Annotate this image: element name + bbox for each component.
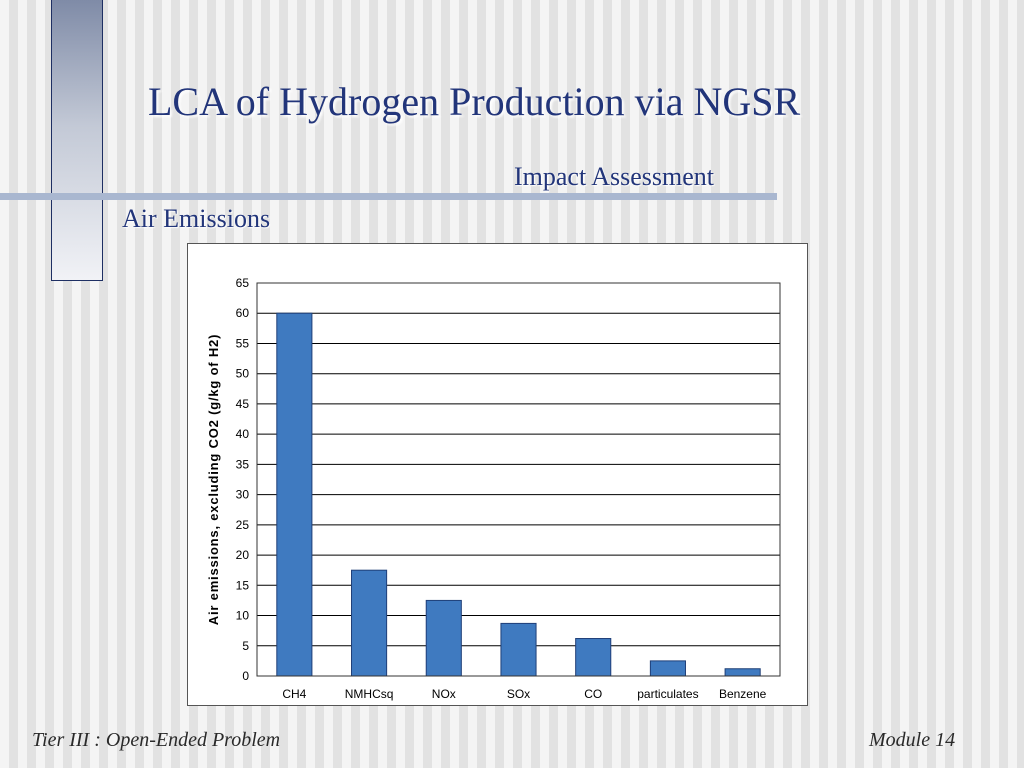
decorative-side-bar — [51, 0, 103, 281]
x-tick-label: CH4 — [282, 687, 306, 701]
y-tick-label: 35 — [236, 457, 250, 471]
bar-particulates — [649, 660, 686, 677]
y-tick-label: 0 — [242, 669, 249, 683]
y-tick-labels: 0 5 10 15 20 25 30 35 40 45 50 55 60 65 — [236, 276, 250, 683]
bars — [276, 312, 761, 677]
slide-subtitle: Impact Assessment — [514, 162, 715, 191]
bar-chart: 0 5 10 15 20 25 30 35 40 45 50 55 60 65 CH4 NMHCsq NOx S… — [206, 276, 781, 701]
plot-frame — [256, 282, 781, 677]
section-heading: Air Emissions — [122, 204, 271, 233]
bar-nox — [425, 599, 462, 677]
y-tick-label: 5 — [242, 639, 249, 653]
slide-title: LCA of Hydrogen Production via NGSR — [148, 79, 801, 124]
bar-ch4 — [276, 312, 313, 677]
y-tick-label: 30 — [236, 488, 250, 502]
y-tick-label: 65 — [236, 276, 250, 290]
y-tick-label: 25 — [236, 518, 250, 532]
y-tick-label: 10 — [236, 609, 250, 623]
x-tick-label: particulates — [637, 687, 698, 701]
x-tick-label: NMHCsq — [345, 687, 394, 701]
footer-module-label: Module 14 — [869, 729, 956, 751]
x-tick-label: SOx — [507, 687, 530, 701]
x-tick-label: CO — [584, 687, 602, 701]
y-tick-label: 40 — [236, 427, 250, 441]
y-tick-label: 20 — [236, 548, 250, 562]
y-tick-label: 50 — [236, 367, 250, 381]
y-tick-label: 60 — [236, 306, 250, 320]
x-tick-label: NOx — [432, 687, 456, 701]
x-tick-label: Benzene — [719, 687, 767, 701]
y-tick-label: 15 — [236, 578, 250, 592]
y-axis-label: Air emissions, excluding CO2 (g/kg of H2… — [206, 334, 221, 625]
header-divider — [0, 193, 777, 200]
footer-course-label: Tier III : Open-Ended Problem — [32, 729, 281, 751]
gridlines — [257, 282, 780, 677]
bar-nmhcsq — [351, 569, 388, 677]
x-tick-labels: CH4 NMHCsq NOx SOx CO particulates Benzene — [282, 687, 766, 701]
y-tick-label: 45 — [236, 397, 250, 411]
y-tick-label: 55 — [236, 336, 250, 350]
chart-container: 0 5 10 15 20 25 30 35 40 45 50 55 60 65 CH4 NMHCsq NOx S… — [187, 243, 808, 706]
bar-sox — [500, 622, 537, 677]
bar-co — [575, 638, 612, 677]
bar-benzene — [724, 668, 761, 677]
